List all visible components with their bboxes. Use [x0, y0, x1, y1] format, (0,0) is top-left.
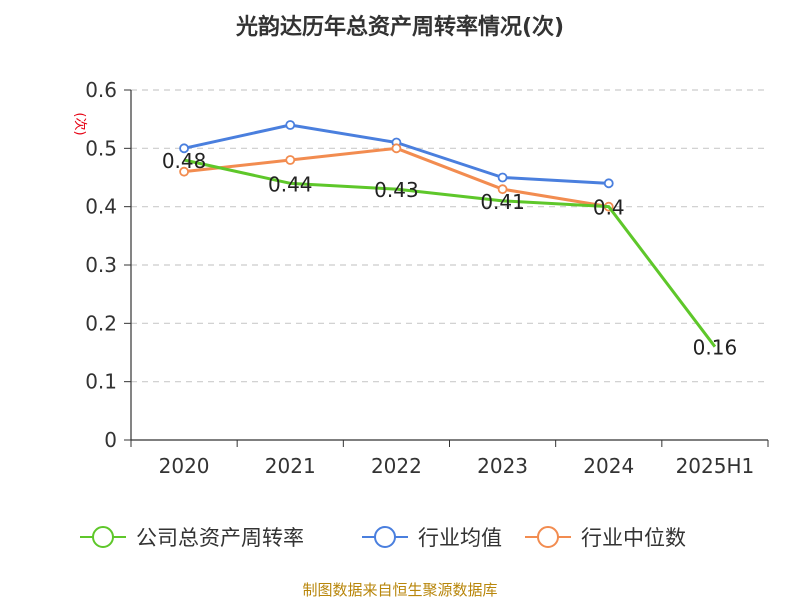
data-point — [285, 155, 296, 165]
x-tick-label: 2022 — [371, 454, 422, 478]
y-axis-label: (次) — [72, 112, 88, 135]
data-label: 0.4 — [593, 196, 625, 220]
y-tick-label: 0.5 — [85, 136, 117, 160]
axes: 0 0.1 0.2 0.3 0.4 0.5 0.6 2020 2021 2022 2023 2024 2… — [85, 78, 769, 478]
legend-marker-icon — [537, 526, 559, 548]
x-tick-label: 2020 — [159, 454, 210, 478]
x-tick-label: 2024 — [583, 454, 634, 478]
y-tick-label: 0.6 — [85, 78, 117, 102]
data-label: 0.16 — [693, 336, 738, 360]
legend-label: 行业中位数 — [581, 526, 686, 550]
legend-marker-icon — [92, 526, 114, 548]
y-tick-label: 0 — [104, 428, 117, 452]
data-point — [391, 143, 402, 154]
data-label: 0.44 — [268, 172, 313, 196]
legend[interactable]: 公司总资产周转率 行业均值 行业中位数 — [80, 526, 686, 550]
series-group — [179, 120, 717, 348]
legend-label: 公司总资产周转率 — [136, 526, 304, 550]
source-note: 制图数据来自恒生聚源数据库 — [302, 581, 497, 599]
chart-title: 光韵达历年总资产周转率情况(次) — [235, 14, 564, 40]
series-line — [183, 158, 717, 348]
data-point — [497, 184, 508, 195]
data-point — [179, 143, 189, 154]
legend-item[interactable]: 行业中位数 — [525, 526, 686, 550]
x-tick-label: 2023 — [477, 454, 528, 478]
data-point — [285, 120, 296, 130]
legend-label: 行业均值 — [418, 526, 502, 550]
y-tick-label: 0.2 — [85, 311, 117, 335]
y-tick-label: 0.4 — [85, 195, 117, 219]
x-tick-label: 2021 — [265, 454, 316, 478]
data-point — [179, 166, 189, 177]
y-tick-label: 0.1 — [85, 370, 117, 394]
legend-marker-icon — [374, 526, 396, 548]
legend-item[interactable]: 行业均值 — [362, 526, 502, 550]
x-tick-label: 2025H1 — [676, 454, 755, 478]
y-tick-label: 0.3 — [85, 253, 117, 277]
data-label: 0.48 — [162, 149, 207, 173]
data-label: 0.41 — [480, 190, 525, 214]
data-point — [603, 178, 614, 189]
data-label: 0.43 — [374, 178, 419, 202]
legend-item[interactable]: 公司总资产周转率 — [80, 526, 304, 550]
data-point — [497, 172, 508, 183]
gridlines — [131, 89, 768, 383]
data-labels: 0.48 0.44 0.43 0.41 0.4 0.16 — [162, 149, 737, 360]
